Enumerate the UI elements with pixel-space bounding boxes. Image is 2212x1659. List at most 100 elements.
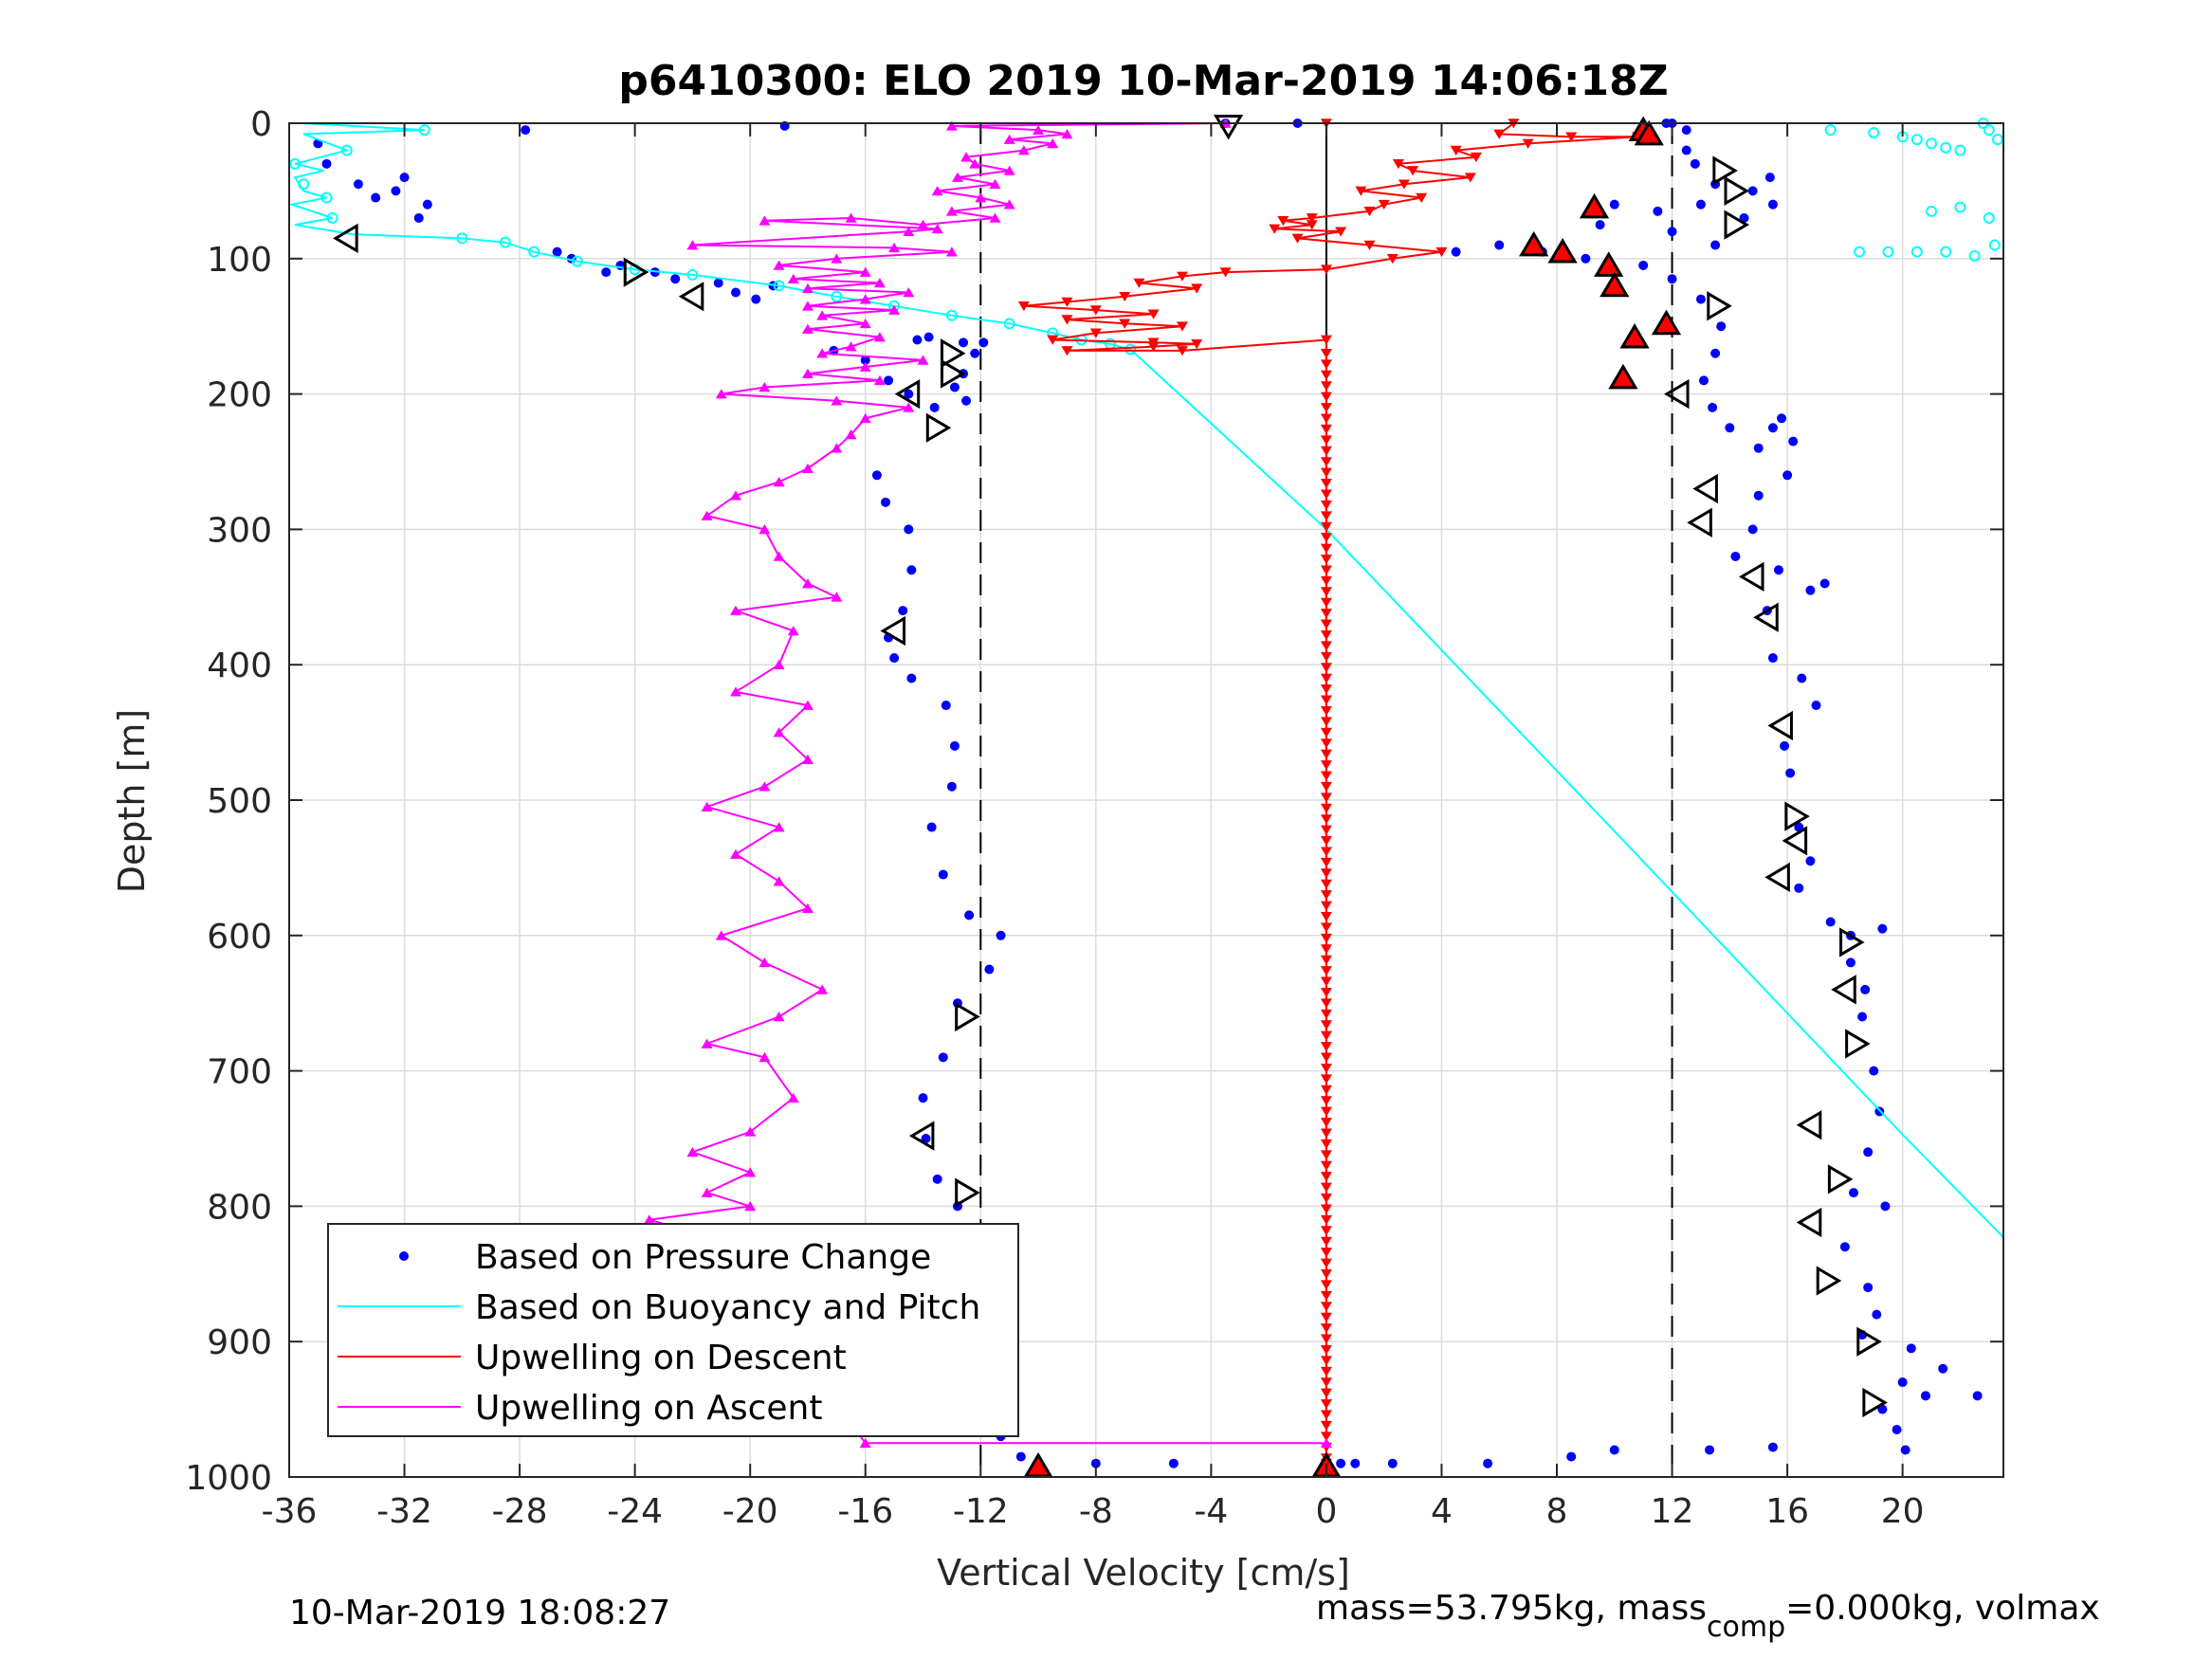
descent-marker — [1119, 291, 1131, 302]
descent-marker — [1320, 597, 1332, 608]
descent-marker — [1320, 1194, 1332, 1204]
pressure-point — [1782, 470, 1793, 481]
ascent-marker — [686, 1146, 699, 1158]
pressure-point — [921, 1134, 931, 1143]
ascent-marker — [969, 158, 981, 169]
pressure-point — [996, 930, 1006, 940]
buoyancy-point — [1940, 246, 1952, 258]
pressure-point — [1753, 443, 1764, 453]
buoyancy-point — [1988, 239, 2001, 251]
ascent-marker — [729, 848, 741, 859]
open-triangle-marker — [908, 1121, 935, 1151]
y-tick-label: 700 — [207, 1053, 272, 1092]
open-triangle-marker — [1856, 1326, 1882, 1357]
buoyancy-point — [528, 246, 540, 258]
ascent-marker — [1320, 1437, 1332, 1449]
ascent-marker — [931, 186, 943, 196]
pressure-point — [1825, 917, 1836, 927]
pressure-point — [371, 192, 381, 203]
pressure-point — [1730, 551, 1741, 561]
pressure-point — [1667, 274, 1677, 284]
ascent-marker — [917, 219, 929, 229]
descent-marker — [1320, 1258, 1332, 1268]
open-triangle-marker — [1753, 602, 1779, 632]
descent-marker — [1320, 966, 1332, 976]
buoyancy-point — [1954, 201, 1966, 213]
footer-mass-text-2: =0.000kg, volmax — [1785, 1589, 2100, 1628]
open-triangle-marker — [1767, 710, 1793, 741]
x-tick-label: -28 — [492, 1492, 548, 1531]
pressure-point — [1906, 1343, 1916, 1354]
descent-marker — [1047, 335, 1059, 345]
x-tick-label: 20 — [1881, 1492, 1925, 1531]
filled-triangle-marker — [1634, 119, 1664, 146]
ascent-marker — [873, 374, 886, 386]
y-tick-label: 300 — [207, 511, 272, 550]
x-tick-label: 16 — [1765, 1492, 1809, 1531]
pressure-point — [1845, 957, 1856, 968]
descent-marker — [1320, 1074, 1332, 1085]
descent-marker — [1320, 1128, 1332, 1139]
descent-marker — [1363, 207, 1376, 217]
pressure-point — [552, 246, 562, 257]
pressure-point — [1938, 1363, 1948, 1374]
pressure-point — [391, 186, 401, 196]
descent-marker — [1378, 199, 1390, 210]
descent-marker — [1320, 771, 1332, 781]
x-tick-label: -36 — [262, 1492, 318, 1531]
pressure-point — [1877, 923, 1888, 934]
pressure-point — [938, 869, 948, 880]
ascent-marker — [787, 626, 799, 636]
pressure-point — [1794, 883, 1804, 893]
buoyancy-point — [1910, 246, 1923, 258]
descent-marker — [1320, 335, 1332, 345]
ascent-marker — [1033, 124, 1045, 135]
filled-triangle-marker — [1519, 230, 1549, 257]
descent-marker — [1392, 159, 1404, 170]
descent-marker — [1320, 1042, 1332, 1052]
pressure-point — [730, 287, 740, 298]
filled-triangle-markers — [1023, 116, 1682, 1478]
x-tick-label: -16 — [837, 1492, 893, 1531]
descent-line — [1023, 122, 1638, 1464]
y-tick-label: 1000 — [185, 1459, 272, 1498]
ascent-marker — [715, 389, 727, 399]
y-tick-label: 800 — [207, 1188, 272, 1227]
open-triangle-marker — [1707, 291, 1732, 321]
pressure-point — [1681, 125, 1691, 136]
descent-marker — [1320, 1063, 1332, 1074]
descent-marker — [1416, 192, 1428, 203]
descent-marker — [1320, 609, 1332, 619]
open-triangle-markers — [333, 114, 1888, 1418]
ascent-marker — [1017, 145, 1030, 155]
ascent-marker — [859, 318, 871, 329]
buoyancy-point — [1124, 343, 1137, 356]
y-tick-label: 900 — [207, 1323, 272, 1362]
buoyancy-point — [1003, 318, 1015, 330]
buoyancy-point — [1868, 126, 1880, 138]
descent-marker — [1269, 224, 1281, 234]
descent-marker — [1320, 1290, 1332, 1302]
ascent-marker — [816, 310, 829, 320]
descent-marker — [1464, 173, 1476, 183]
pressure-point — [1869, 1066, 1879, 1076]
pressure-point — [1695, 199, 1706, 210]
ascent-marker — [686, 240, 699, 250]
ascent-marker — [873, 278, 886, 288]
pressure-point — [1805, 585, 1816, 595]
pressure-point — [1863, 1283, 1874, 1293]
pressure-point — [1090, 1458, 1101, 1468]
descent-marker — [1320, 1431, 1332, 1442]
pressure-point — [353, 179, 363, 190]
open-triangle-marker — [1213, 114, 1244, 140]
descent-marker — [1320, 629, 1332, 641]
ascent-marker — [773, 659, 785, 669]
ascent-marker — [701, 1187, 713, 1197]
pressure-point — [1667, 227, 1677, 237]
descent-marker — [1320, 1030, 1332, 1041]
descent-marker — [1320, 793, 1332, 803]
legend: Based on Pressure Change Based on Buoyanc… — [327, 1223, 1019, 1437]
descent-marker — [1320, 705, 1332, 717]
ascent-marker — [960, 152, 973, 162]
